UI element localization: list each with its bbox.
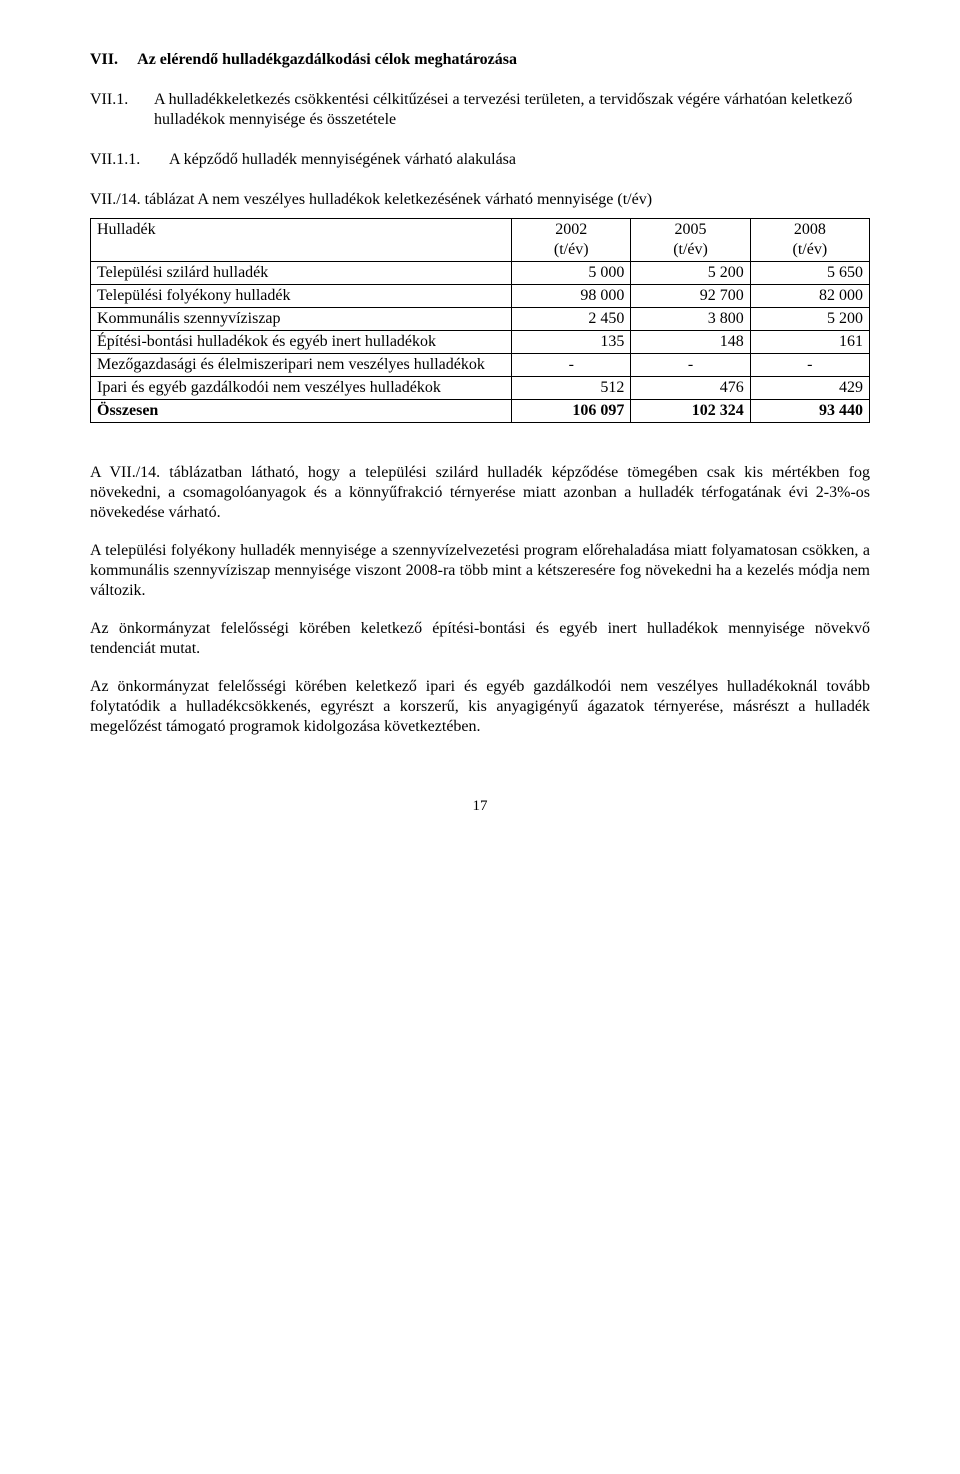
paragraph-1: A VII./14. táblázatban látható, hogy a t…: [90, 463, 870, 523]
row-val: 98 000: [512, 285, 631, 308]
row-val: 5 000: [512, 262, 631, 285]
sub11-number: VII.1.1.: [90, 150, 165, 170]
row-label: Építési-bontási hulladékok és egyéb iner…: [91, 331, 512, 354]
waste-table: Hulladék 2002 (t/év) 2005 (t/év) 2008 (t…: [90, 218, 870, 423]
paragraph-4: Az önkormányzat felelősségi körében kele…: [90, 677, 870, 737]
row-val: 429: [750, 377, 869, 400]
row-val: 161: [750, 331, 869, 354]
table-row: Ipari és egyéb gazdálkodói nem veszélyes…: [91, 377, 870, 400]
row-val: -: [750, 354, 869, 377]
year1-unit: (t/év): [673, 241, 708, 258]
row-val: 5 650: [750, 262, 869, 285]
table-row: Települési szilárd hulladék 5 000 5 200 …: [91, 262, 870, 285]
year2-unit: (t/év): [793, 241, 828, 258]
table-title-prefix: VII./14. táblázat: [90, 191, 194, 208]
table-row: Települési folyékony hulladék 98 000 92 …: [91, 285, 870, 308]
paragraph-3: Az önkormányzat felelősségi körében kele…: [90, 619, 870, 659]
total-label: Összesen: [91, 400, 512, 423]
sub11-text: A képződő hulladék mennyiségének várható…: [169, 150, 864, 170]
year2: 2008: [794, 221, 826, 238]
row-val: 5 200: [750, 308, 869, 331]
year0: 2002: [555, 221, 587, 238]
row-val: 92 700: [631, 285, 750, 308]
total-val: 102 324: [631, 400, 750, 423]
row-label: Települési folyékony hulladék: [91, 285, 512, 308]
paragraph-2: A települési folyékony hulladék mennyisé…: [90, 541, 870, 601]
section-heading: VII. Az elérendő hulladékgazdálkodási cé…: [90, 50, 870, 70]
row-val: 82 000: [750, 285, 869, 308]
table-row: Kommunális szennyvíziszap 2 450 3 800 5 …: [91, 308, 870, 331]
row-val: -: [631, 354, 750, 377]
table-row: Mezőgazdasági és élelmiszeripari nem ves…: [91, 354, 870, 377]
row-label: Kommunális szennyvíziszap: [91, 308, 512, 331]
sub1-number: VII.1.: [90, 90, 150, 110]
header-year-0: 2002 (t/év): [512, 219, 631, 262]
row-val: 148: [631, 331, 750, 354]
section-number: VII.: [90, 51, 118, 68]
header-year-2: 2008 (t/év): [750, 219, 869, 262]
total-val: 106 097: [512, 400, 631, 423]
row-label: Települési szilárd hulladék: [91, 262, 512, 285]
header-year-1: 2005 (t/év): [631, 219, 750, 262]
table-title: VII./14. táblázat A nem veszélyes hullad…: [90, 190, 870, 210]
table-header-row: Hulladék 2002 (t/év) 2005 (t/év) 2008 (t…: [91, 219, 870, 262]
row-val: 135: [512, 331, 631, 354]
sub1-text: A hulladékkeletkezés csökkentési célkitű…: [154, 90, 864, 130]
subsection-1: VII.1. A hulladékkeletkezés csökkentési …: [90, 90, 870, 130]
subsection-1-1: VII.1.1. A képződő hulladék mennyiségéne…: [90, 150, 870, 170]
row-val: 512: [512, 377, 631, 400]
row-val: 3 800: [631, 308, 750, 331]
row-label: Ipari és egyéb gazdálkodói nem veszélyes…: [91, 377, 512, 400]
total-val: 93 440: [750, 400, 869, 423]
page-number: 17: [90, 797, 870, 816]
header-col1-label: Hulladék: [97, 221, 156, 238]
table-row: Építési-bontási hulladékok és egyéb iner…: [91, 331, 870, 354]
row-val: 476: [631, 377, 750, 400]
year1: 2005: [675, 221, 707, 238]
row-label: Mezőgazdasági és élelmiszeripari nem ves…: [91, 354, 512, 377]
row-val: -: [512, 354, 631, 377]
row-val: 2 450: [512, 308, 631, 331]
header-col1: Hulladék: [91, 219, 512, 262]
table-total-row: Összesen 106 097 102 324 93 440: [91, 400, 870, 423]
row-val: 5 200: [631, 262, 750, 285]
table-title-text: A nem veszélyes hulladékok keletkezéséne…: [194, 191, 652, 208]
year0-unit: (t/év): [554, 241, 589, 258]
section-title: Az elérendő hulladékgazdálkodási célok m…: [137, 51, 517, 68]
